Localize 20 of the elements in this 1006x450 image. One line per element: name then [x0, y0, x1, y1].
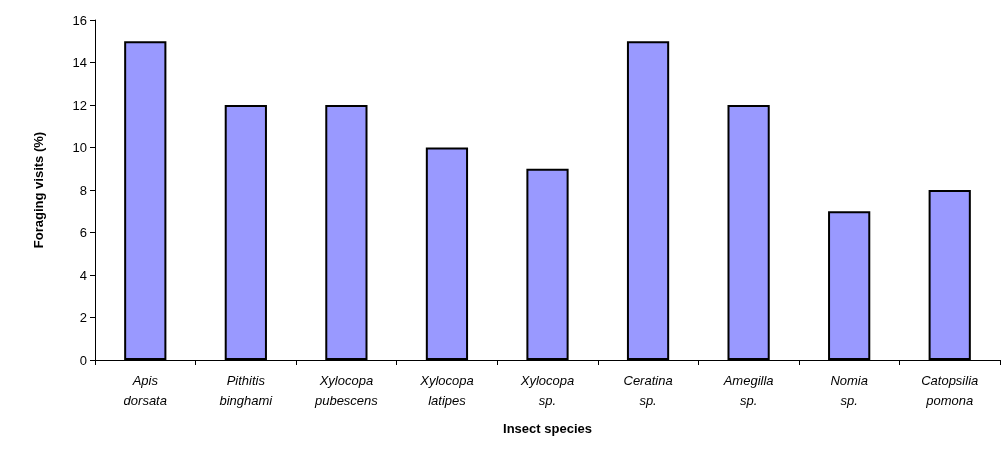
y-tick-label: 4: [79, 267, 87, 283]
y-tick-label: 8: [79, 182, 87, 198]
y-tick-label: 6: [79, 225, 87, 240]
x-tick-label: Pithitis binghami: [219, 372, 274, 408]
y-tick-label: 14: [72, 55, 87, 70]
y-tick-label: 16: [72, 12, 87, 28]
x-tick-label: Nomia sp.: [830, 372, 868, 408]
x-tick-label: Xylocopa pubescens: [313, 372, 379, 408]
y-tick-label: 12: [72, 97, 87, 113]
x-tick-label: Xylocopa sp.: [519, 372, 575, 408]
x-tick-label: Apis dorsata: [123, 372, 167, 408]
y-axis-title: Foraging visits (%): [31, 131, 46, 249]
y-tick-label: 10: [72, 140, 87, 155]
x-tick-label: Catopsilia pomona: [921, 372, 979, 408]
x-tick-label: Ceratina sp.: [623, 372, 673, 408]
x-tick-label: Amegilla sp.: [722, 372, 774, 408]
x-tick-label: Xylocopa latipes: [419, 372, 474, 408]
y-tick-label: 2: [79, 310, 87, 325]
y-tick-label: 0: [79, 352, 87, 368]
x-axis-title: Insect species: [503, 421, 592, 436]
